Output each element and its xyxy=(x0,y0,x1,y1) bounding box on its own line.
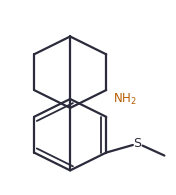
Text: NH$_2$: NH$_2$ xyxy=(113,91,137,106)
Text: S: S xyxy=(134,137,142,150)
